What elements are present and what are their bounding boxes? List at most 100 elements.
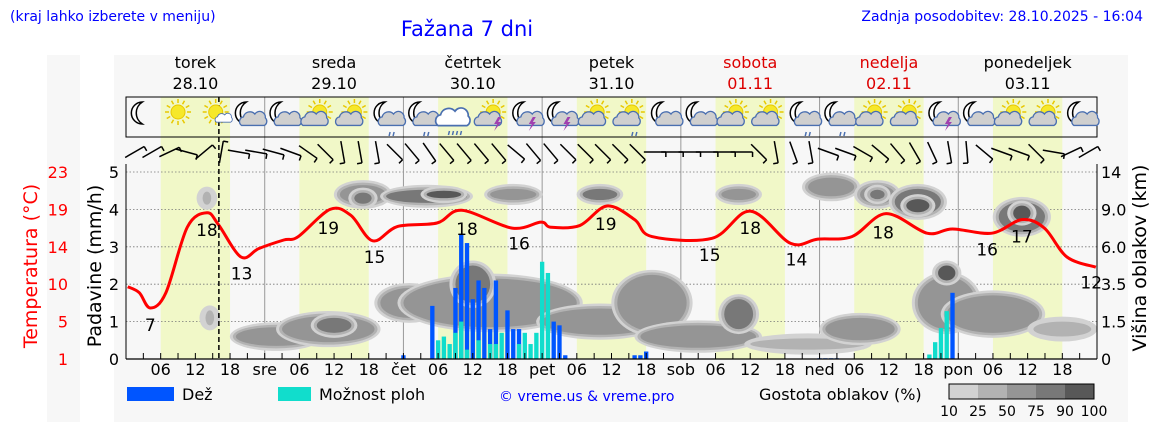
wind-barb: [525, 143, 542, 165]
sun-cloud-drizzle-icon: [612, 99, 645, 137]
location-hint: (kraj lahko izberete v meniju): [10, 9, 216, 25]
day-name: petek: [589, 53, 635, 72]
lightning-bolt: [494, 117, 502, 131]
cloud-density-blob: [354, 192, 372, 204]
wind-shaft: [629, 143, 646, 161]
sun-ray: [208, 119, 212, 124]
showers-bar: [441, 336, 447, 359]
x-day-label: pon: [943, 360, 973, 379]
drizzle-mark: [388, 131, 391, 137]
sun-ray: [916, 115, 921, 120]
wind-shaft: [908, 142, 922, 162]
temperature-line: [127, 204, 1097, 310]
wind-feather: [1080, 147, 1084, 153]
sun-ray: [185, 104, 190, 109]
x-tick-label: 06: [289, 360, 309, 379]
credit-link[interactable]: © vreme.us & vreme.pro: [499, 389, 674, 405]
wind-feather: [414, 159, 420, 165]
temperature-axis-title: Temperatura (°C): [20, 184, 42, 349]
cloud-density-blob: [1033, 321, 1092, 337]
wind-feather: [313, 157, 318, 163]
sun-ray: [500, 115, 505, 120]
wind-feather: [606, 159, 612, 164]
sun-ray: [902, 100, 906, 105]
cloud-shape: [855, 110, 884, 127]
cloud-shape: [473, 110, 503, 127]
showers-bar: [453, 332, 458, 359]
wind-feather: [501, 159, 507, 165]
rain-bar: [493, 280, 499, 359]
showers-bar: [464, 349, 470, 359]
x-tick-label: 18: [497, 360, 517, 379]
sun-ray: [166, 104, 171, 109]
wind-feather: [869, 157, 874, 163]
x-day-label: sob: [667, 360, 695, 379]
cloud-density-blob: [906, 199, 930, 213]
wind-shaft: [142, 145, 162, 159]
sun-cloud-icon: [993, 99, 1027, 127]
rain-bar: [557, 325, 562, 359]
wind-barb: [975, 144, 994, 164]
showers-bar: [938, 327, 944, 359]
wind-shaft: [808, 141, 814, 163]
wind-feather: [792, 161, 798, 165]
sun-cloud-icon: [751, 99, 784, 127]
moon-cloud-drizzle-icon: [373, 101, 407, 137]
rain-mark: [447, 130, 451, 136]
wind-barb: [1008, 147, 1031, 161]
wind-feather: [623, 159, 629, 164]
wind-barb: [1078, 145, 1102, 159]
moon-cloud-drizzle-icon: [789, 101, 823, 137]
weather-icons-row: [125, 96, 1100, 138]
rain-bar: [516, 329, 522, 359]
wind-feather: [1097, 146, 1102, 152]
sun-ray: [639, 115, 644, 120]
cloud-density-blob: [640, 325, 756, 348]
sun-ray: [342, 104, 347, 109]
drizzle-mark: [423, 131, 426, 137]
x-tick-label: 18: [1052, 360, 1072, 379]
cloud-shape: [612, 110, 641, 127]
wind-feather: [762, 159, 768, 164]
cloud-density-blob: [724, 299, 754, 330]
showers-bar: [435, 340, 441, 359]
wind-feather: [298, 155, 302, 161]
wind-barb: [773, 141, 779, 165]
sun-ray: [181, 119, 186, 124]
temperature-label: 7: [145, 316, 156, 336]
cloud-shape: [434, 107, 471, 127]
cloud-height-tick-label: 6.0: [1101, 238, 1126, 257]
wind-feather: [589, 159, 594, 164]
rain-bar: [430, 305, 435, 359]
sun-ray: [1036, 104, 1041, 109]
sun-ray: [170, 119, 175, 124]
cloud-height-tick-label: 14: [1101, 163, 1121, 182]
wind-barb: [926, 141, 938, 165]
cloud-shape: [1028, 110, 1058, 127]
sun-ray: [620, 104, 625, 109]
wind-shaft: [1042, 149, 1065, 155]
wind-shaft: [773, 141, 779, 163]
sun-ray: [485, 100, 490, 105]
wind-shaft: [889, 143, 906, 161]
x-tick-label: 12: [1017, 360, 1037, 379]
x-day-label: ned: [805, 360, 835, 379]
cloud-density-blob: [205, 310, 215, 326]
day-date: 28.10: [172, 74, 218, 93]
lightning-bolt: [563, 117, 571, 131]
wind-shaft: [195, 144, 213, 160]
x-day-label: čet: [391, 360, 416, 379]
wind-barb: [195, 144, 217, 160]
sun-ray: [763, 100, 767, 105]
wind-shaft: [1028, 143, 1045, 161]
moon-cloud-icon: [685, 101, 719, 127]
showers-bar: [447, 344, 452, 359]
wind-feather: [900, 159, 906, 165]
sun-ray: [166, 115, 171, 120]
showers-bar: [932, 342, 938, 359]
cloud-shape: [334, 110, 364, 127]
wind-barb: [946, 141, 953, 165]
sun-ray: [170, 100, 175, 105]
wind-shaft: [340, 141, 346, 163]
